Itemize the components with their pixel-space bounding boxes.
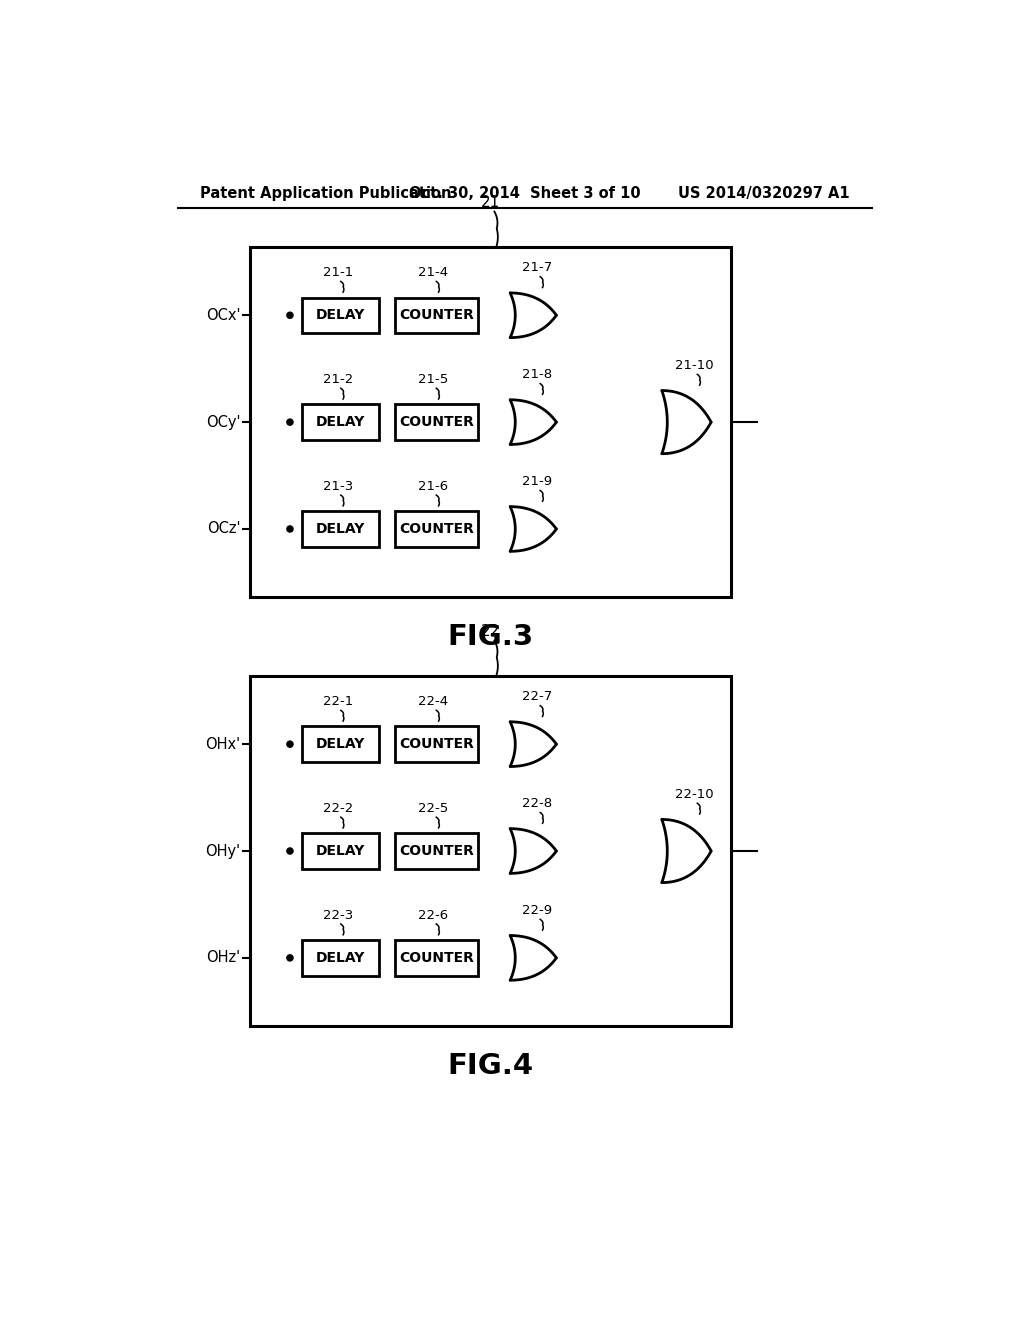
Text: 21-5: 21-5 bbox=[418, 374, 449, 385]
Text: COUNTER: COUNTER bbox=[398, 843, 474, 858]
Circle shape bbox=[287, 313, 293, 318]
Text: 21-9: 21-9 bbox=[522, 475, 552, 488]
Bar bbox=[394, 404, 478, 440]
Text: DELAY: DELAY bbox=[316, 737, 366, 751]
Text: 21-2: 21-2 bbox=[323, 374, 353, 385]
Bar bbox=[394, 833, 478, 869]
Text: US 2014/0320297 A1: US 2014/0320297 A1 bbox=[678, 186, 850, 202]
Text: DELAY: DELAY bbox=[316, 950, 366, 965]
Circle shape bbox=[287, 525, 293, 532]
Bar bbox=[302, 940, 379, 975]
Bar bbox=[394, 940, 478, 975]
Text: 22-2: 22-2 bbox=[323, 801, 353, 814]
Text: 21-4: 21-4 bbox=[418, 267, 449, 279]
Bar bbox=[394, 297, 478, 333]
Bar bbox=[302, 726, 379, 762]
Text: 22-9: 22-9 bbox=[522, 904, 552, 917]
Text: 22: 22 bbox=[481, 624, 500, 639]
Text: OCz': OCz' bbox=[207, 521, 241, 536]
Text: COUNTER: COUNTER bbox=[398, 414, 474, 429]
Text: 21-1: 21-1 bbox=[323, 267, 353, 279]
Text: COUNTER: COUNTER bbox=[398, 950, 474, 965]
Bar bbox=[394, 511, 478, 546]
Text: 22-5: 22-5 bbox=[418, 801, 449, 814]
Text: DELAY: DELAY bbox=[316, 309, 366, 322]
Bar bbox=[250, 676, 731, 1026]
Bar bbox=[302, 297, 379, 333]
Text: DELAY: DELAY bbox=[316, 521, 366, 536]
Text: 21-7: 21-7 bbox=[522, 261, 552, 275]
Text: 21-3: 21-3 bbox=[323, 479, 353, 492]
Text: 22-8: 22-8 bbox=[522, 797, 552, 810]
Text: FIG.4: FIG.4 bbox=[447, 1052, 534, 1080]
Text: 21-10: 21-10 bbox=[675, 359, 714, 372]
Text: OCy': OCy' bbox=[206, 414, 241, 429]
Text: 22-1: 22-1 bbox=[323, 694, 353, 708]
Text: 22-4: 22-4 bbox=[418, 694, 449, 708]
Text: OHx': OHx' bbox=[206, 737, 241, 751]
Text: OHz': OHz' bbox=[207, 950, 241, 965]
Text: DELAY: DELAY bbox=[316, 414, 366, 429]
Text: 22-7: 22-7 bbox=[522, 690, 552, 704]
Text: 21-6: 21-6 bbox=[418, 479, 449, 492]
Circle shape bbox=[287, 741, 293, 747]
Text: 22-6: 22-6 bbox=[418, 908, 449, 921]
Text: 21-8: 21-8 bbox=[522, 368, 552, 381]
Text: 21: 21 bbox=[481, 195, 500, 210]
Circle shape bbox=[287, 847, 293, 854]
Text: OCx': OCx' bbox=[206, 308, 241, 323]
Text: 22-10: 22-10 bbox=[675, 788, 714, 801]
Bar bbox=[302, 511, 379, 546]
Bar bbox=[302, 404, 379, 440]
Text: COUNTER: COUNTER bbox=[398, 521, 474, 536]
Text: 22-3: 22-3 bbox=[323, 908, 353, 921]
Bar bbox=[250, 247, 731, 597]
Text: Oct. 30, 2014  Sheet 3 of 10: Oct. 30, 2014 Sheet 3 of 10 bbox=[409, 186, 641, 202]
Text: OHy': OHy' bbox=[206, 843, 241, 858]
Text: DELAY: DELAY bbox=[316, 843, 366, 858]
Bar bbox=[302, 833, 379, 869]
Circle shape bbox=[287, 418, 293, 425]
Circle shape bbox=[287, 954, 293, 961]
Bar bbox=[394, 726, 478, 762]
Text: Patent Application Publication: Patent Application Publication bbox=[200, 186, 452, 202]
Text: COUNTER: COUNTER bbox=[398, 737, 474, 751]
Text: FIG.3: FIG.3 bbox=[447, 623, 534, 651]
Text: COUNTER: COUNTER bbox=[398, 309, 474, 322]
